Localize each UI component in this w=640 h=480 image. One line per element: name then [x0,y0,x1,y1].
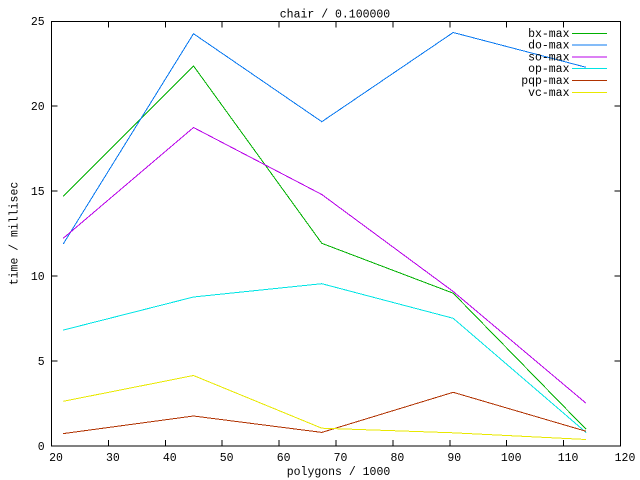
svg-text:pqp-max: pqp-max [521,75,569,88]
svg-text:50: 50 [220,452,234,465]
svg-text:polygons / 1000: polygons / 1000 [287,466,391,479]
svg-text:120: 120 [615,452,636,465]
svg-text:do-max: do-max [528,40,570,53]
svg-text:90: 90 [447,452,461,465]
svg-text:70: 70 [334,452,348,465]
svg-text:20: 20 [31,101,45,114]
svg-text:15: 15 [31,186,45,199]
svg-text:5: 5 [38,356,45,369]
svg-text:vc-max: vc-max [528,87,570,100]
svg-text:time / millisec: time / millisec [9,182,22,286]
svg-text:80: 80 [390,452,404,465]
svg-text:60: 60 [277,452,291,465]
svg-text:so-max: so-max [528,51,570,64]
svg-text:bx-max: bx-max [528,28,570,41]
svg-text:110: 110 [558,452,579,465]
svg-text:20: 20 [49,452,63,465]
svg-text:0: 0 [38,441,45,454]
svg-text:40: 40 [163,452,177,465]
svg-text:op-max: op-max [528,63,570,76]
svg-text:10: 10 [31,271,45,284]
svg-text:100: 100 [501,452,522,465]
svg-text:chair / 0.100000: chair / 0.100000 [280,8,391,21]
svg-text:25: 25 [31,16,45,29]
svg-text:30: 30 [106,452,120,465]
